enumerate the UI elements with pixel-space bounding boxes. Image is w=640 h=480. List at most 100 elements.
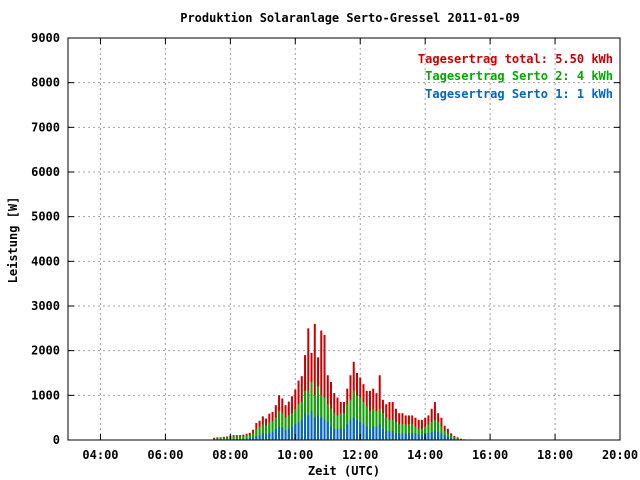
bar-total: [307, 328, 310, 440]
bar-serto-1: [326, 422, 329, 440]
y-tick-label: 8000: [31, 76, 60, 90]
bar-serto-1: [404, 433, 407, 440]
bar-serto-1: [255, 436, 258, 440]
bar-serto-2: [352, 390, 355, 440]
bar-serto-1: [339, 428, 342, 440]
bar-serto-1: [323, 419, 326, 440]
bar-serto-2: [343, 413, 345, 440]
bar-serto-2: [268, 422, 271, 440]
bar-serto-1: [274, 428, 277, 440]
bar-serto-2: [222, 437, 225, 440]
bar-serto-2: [437, 422, 440, 440]
grid-lines: [68, 38, 620, 440]
bar-serto-2: [242, 435, 245, 440]
bar-serto-2: [404, 424, 407, 440]
y-tick-label: 6000: [31, 165, 60, 179]
legend: Tagesertrag total: 5.50 kWh Tagesertrag …: [418, 52, 613, 101]
bar-serto-2: [427, 424, 430, 440]
bar-serto-1: [420, 434, 423, 440]
bar-serto-1: [453, 438, 456, 440]
bar-serto-2: [317, 386, 320, 440]
bar-serto-2: [362, 402, 365, 440]
bar-serto-1: [271, 431, 274, 440]
bar-serto-1: [242, 438, 245, 440]
y-tick-label: 3000: [31, 299, 60, 313]
bar-serto-1: [265, 434, 268, 440]
bar-total: [313, 323, 316, 440]
bar-serto-1: [375, 426, 378, 440]
bar-serto-1: [330, 426, 333, 440]
bar-serto-1: [317, 415, 320, 440]
bar-serto-1: [294, 424, 297, 440]
bar-serto-1: [300, 419, 303, 440]
x-axis-ticks: 04:00 06:00 08:00 10:00 12:00 14:00 16:00 18:00…: [82, 38, 638, 462]
bar-serto-2: [333, 413, 336, 440]
bar-serto-1: [268, 432, 271, 440]
bar-serto-2: [271, 421, 274, 440]
bar-series: [213, 323, 466, 440]
y-axis-ticks: 0 1000 2000 3000 4000 5000 6000 7000 8000 9000: [31, 31, 620, 447]
legend-entry-serto-2: Tagesertrag Serto 2: 4 kWh: [425, 69, 613, 83]
x-tick-label: 16:00: [472, 448, 508, 462]
bar-serto-1: [427, 433, 430, 440]
bar-serto-1: [417, 434, 420, 440]
y-tick-label: 9000: [31, 31, 60, 45]
x-tick-label: 14:00: [407, 448, 443, 462]
bar-serto-1: [287, 428, 290, 440]
bar-serto-1: [368, 428, 371, 440]
bar-serto-2: [417, 428, 420, 440]
x-tick-label: 10:00: [277, 448, 313, 462]
bar-serto-2: [385, 417, 388, 440]
x-tick-label: 18:00: [537, 448, 573, 462]
y-tick-label: 5000: [31, 210, 60, 224]
bar-serto-2: [388, 419, 391, 440]
bar-serto-1: [252, 437, 255, 440]
bar-serto-1: [343, 428, 345, 440]
bar-serto-1: [310, 410, 313, 440]
bar-serto-1: [446, 436, 449, 440]
bar-serto-2: [394, 422, 397, 440]
bar-serto-2: [281, 413, 284, 440]
bar-serto-1: [346, 424, 349, 440]
bar-serto-2: [330, 408, 333, 440]
bar-serto-2: [365, 406, 368, 440]
bar-serto-2: [407, 424, 410, 440]
bar-serto-2: [235, 436, 238, 440]
bar-serto-1: [391, 431, 394, 440]
x-tick-label: 12:00: [342, 448, 378, 462]
bar-serto-1: [359, 422, 362, 440]
bar-serto-1: [313, 417, 316, 440]
bar-serto-1: [258, 435, 261, 440]
bar-serto-1: [414, 433, 417, 440]
bar-serto-2: [359, 397, 362, 440]
bar-serto-2: [255, 428, 258, 440]
bar-serto-2: [284, 417, 287, 440]
bar-serto-1: [352, 417, 355, 440]
bar-serto-2: [219, 438, 222, 440]
bar-serto-2: [252, 433, 255, 440]
bar-serto-1: [349, 419, 352, 440]
bar-serto-2: [278, 410, 281, 440]
bar-serto-1: [336, 428, 339, 440]
bar-serto-1: [355, 419, 358, 440]
bar-serto-1: [320, 417, 323, 440]
y-tick-label: 7000: [31, 120, 60, 134]
bar-serto-1: [378, 424, 381, 440]
bar-serto-1: [394, 433, 397, 440]
bar-serto-2: [375, 410, 378, 440]
bar-serto-1: [245, 438, 248, 440]
bar-serto-1: [307, 415, 310, 440]
legend-entry-total: Tagesertrag total: 5.50 kWh: [418, 52, 613, 66]
bar-serto-1: [281, 427, 284, 440]
bar-serto-2: [372, 408, 375, 440]
bar-serto-1: [284, 430, 287, 440]
bar-serto-2: [213, 438, 216, 440]
bar-serto-1: [333, 428, 336, 440]
bar-serto-1: [385, 431, 388, 440]
bar-serto-2: [430, 422, 433, 440]
y-tick-label: 0: [53, 433, 60, 447]
bar-serto-2: [258, 426, 261, 440]
chart-title: Produktion Solaranlage Serto-Gressel 201…: [180, 11, 520, 25]
